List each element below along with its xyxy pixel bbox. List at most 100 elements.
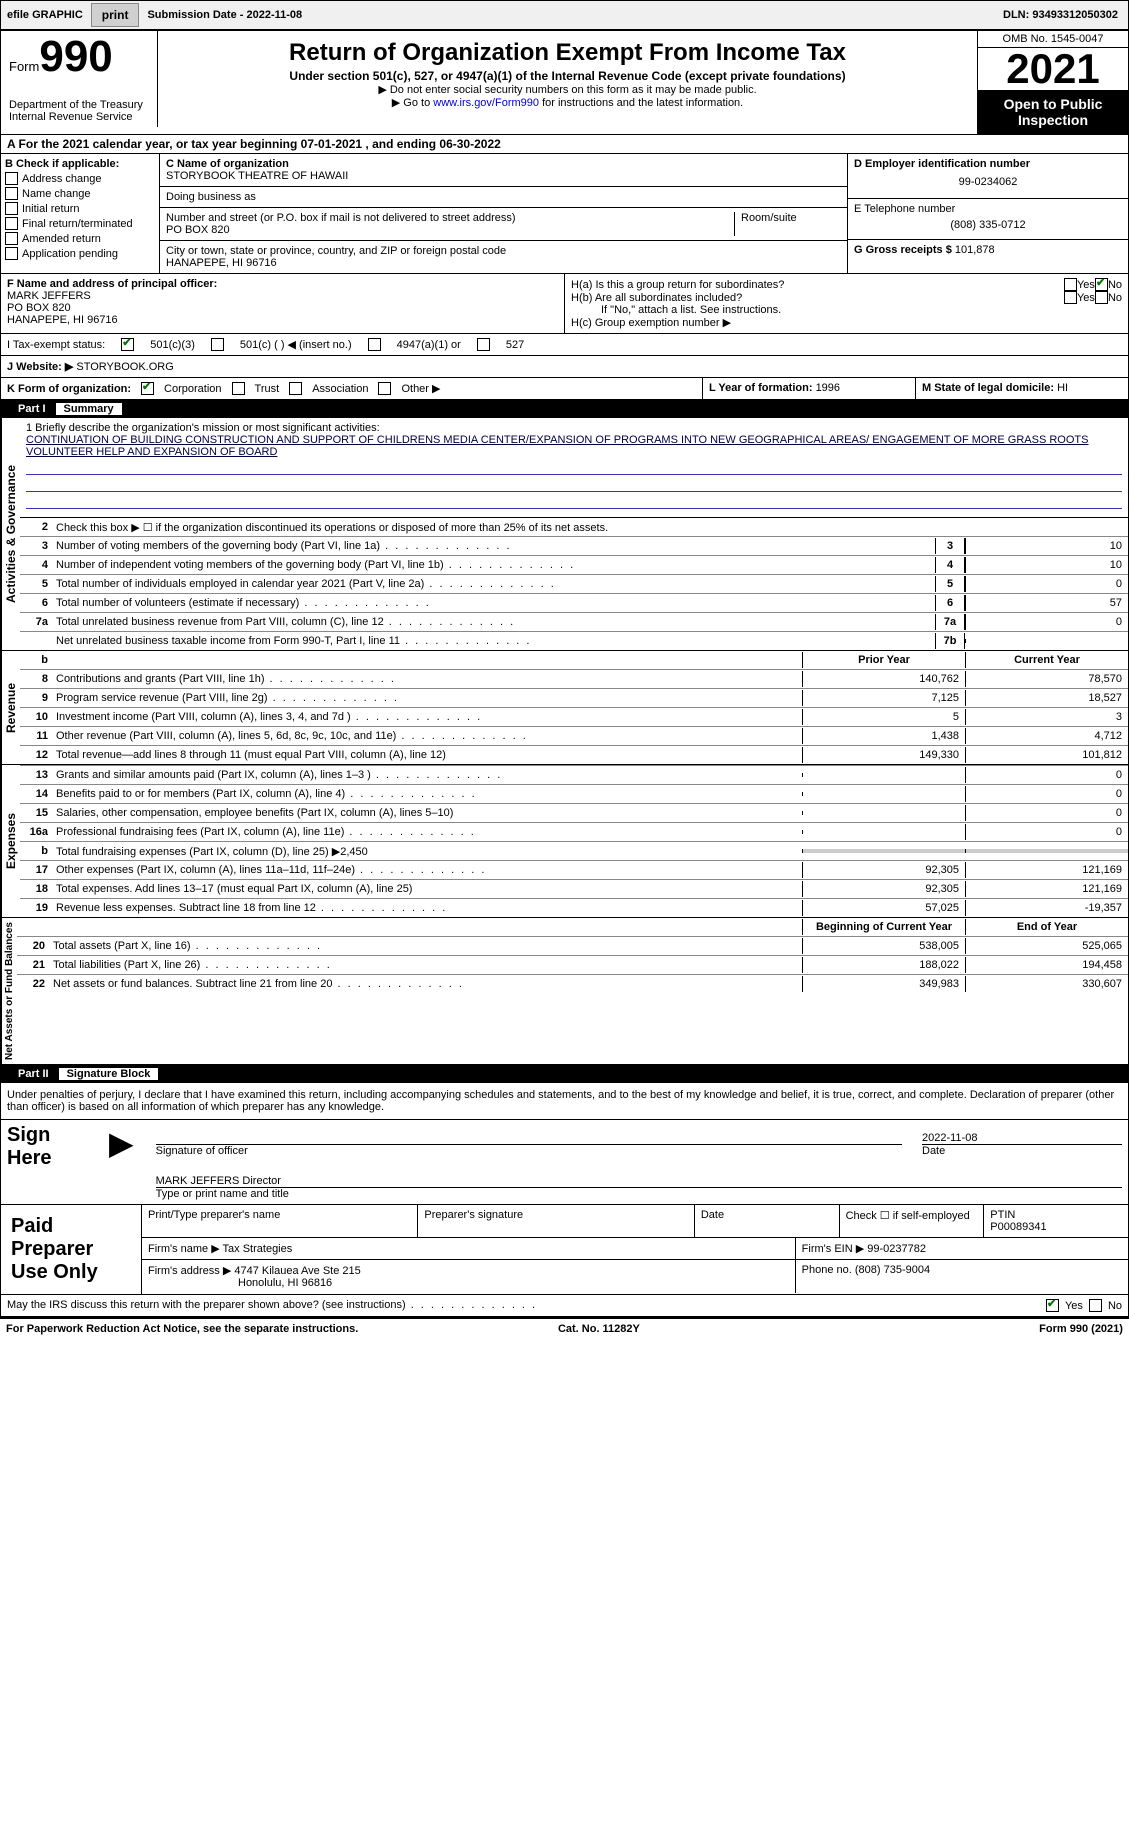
e15-t: Salaries, other compensation, employee b… — [52, 805, 802, 821]
r9-t: Program service revenue (Part VIII, line… — [52, 690, 802, 706]
sig-date-label: Date — [922, 1145, 1122, 1157]
e18-c: 121,169 — [965, 881, 1128, 897]
n22-p: 349,983 — [802, 976, 965, 992]
hc-label: H(c) Group exemption number ▶ — [571, 316, 1122, 329]
e17-t: Other expenses (Part IX, column (A), lin… — [52, 862, 802, 878]
cb-corp[interactable] — [141, 382, 154, 395]
l7b-box: 7b — [935, 633, 965, 649]
cb-final[interactable] — [5, 217, 18, 230]
l6-val: 57 — [965, 595, 1128, 611]
l4-text: Number of independent voting members of … — [52, 557, 935, 573]
print-button[interactable]: print — [91, 3, 140, 27]
sub3-post: for instructions and the latest informat… — [539, 97, 743, 109]
e16a-c: 0 — [965, 824, 1128, 840]
l6-box: 6 — [935, 595, 965, 611]
side-rev: Revenue — [1, 651, 20, 764]
paperwork-notice: For Paperwork Reduction Act Notice, see … — [6, 1323, 358, 1335]
ts-label: I Tax-exempt status: — [7, 339, 105, 351]
cb-501c[interactable] — [211, 338, 224, 351]
cb-name-change[interactable] — [5, 187, 18, 200]
l7a-text: Total unrelated business revenue from Pa… — [52, 614, 935, 630]
ts-501c: 501(c) ( ) ◀ (insert no.) — [240, 338, 352, 351]
cb-ha-yes[interactable] — [1064, 278, 1077, 291]
ty-pre: A For the 2021 calendar year, or tax yea… — [7, 137, 301, 151]
cb-address-change[interactable] — [5, 172, 18, 185]
ha-no: No — [1108, 279, 1122, 291]
sig-date: 2022-11-08 — [922, 1124, 1122, 1145]
cb-amended[interactable] — [5, 232, 18, 245]
n22-t: Net assets or fund balances. Subtract li… — [49, 976, 802, 992]
col-prior: Prior Year — [802, 652, 965, 668]
col-end: End of Year — [965, 919, 1128, 935]
cb-527[interactable] — [477, 338, 490, 351]
l5-text: Total number of individuals employed in … — [52, 576, 935, 592]
sub-date-val: 2022-11-08 — [247, 9, 303, 21]
cb-assoc[interactable] — [289, 382, 302, 395]
ts-527: 527 — [506, 339, 524, 351]
ein-value: 99-0234062 — [854, 170, 1122, 194]
col-current: Current Year — [965, 652, 1128, 668]
e15-c: 0 — [965, 805, 1128, 821]
street-label: Number and street (or P.O. box if mail i… — [166, 212, 734, 224]
cb-hb-yes[interactable] — [1064, 291, 1077, 304]
gross-label: G Gross receipts $ — [854, 244, 955, 256]
org-name: STORYBOOK THEATRE OF HAWAII — [166, 170, 841, 182]
e17-p: 92,305 — [802, 862, 965, 878]
side-exp: Expenses — [1, 765, 20, 917]
form990-link[interactable]: www.irs.gov/Form990 — [433, 97, 539, 109]
cb-4947[interactable] — [368, 338, 381, 351]
website-value: STORYBOOK.ORG — [76, 361, 173, 373]
form-header: Form990 Department of the Treasury Inter… — [0, 30, 1129, 135]
cb-discuss-no[interactable] — [1089, 1299, 1102, 1312]
cat-no: Cat. No. 11282Y — [558, 1323, 640, 1335]
l5-val: 0 — [965, 576, 1128, 592]
phone-value: (808) 335-0712 — [854, 215, 1122, 235]
l-value: 1996 — [816, 382, 840, 394]
submission-date-label: Submission Date - 2022-11-08 — [141, 9, 308, 21]
l7a-val: 0 — [965, 614, 1128, 630]
cb-hb-no[interactable] — [1095, 291, 1108, 304]
cb-initial[interactable] — [5, 202, 18, 215]
firm-ein-label: Firm's EIN ▶ — [802, 1243, 868, 1255]
e13-t: Grants and similar amounts paid (Part IX… — [52, 767, 802, 783]
cb-discuss-yes[interactable] — [1046, 1299, 1059, 1312]
lbl-final: Final return/terminated — [22, 218, 133, 230]
cb-501c3[interactable] — [121, 338, 134, 351]
discuss-no: No — [1108, 1300, 1122, 1312]
sign-here-label: Sign Here — [1, 1120, 93, 1204]
k-trust: Trust — [255, 383, 280, 395]
cb-app-pending[interactable] — [5, 247, 18, 260]
n20-p: 538,005 — [802, 938, 965, 954]
cb-trust[interactable] — [232, 382, 245, 395]
sign-here-row: Sign Here ▶ Signature of officer 2022-11… — [0, 1120, 1129, 1205]
q1-label: 1 Briefly describe the organization's mi… — [26, 422, 1122, 434]
dba-label: Doing business as — [166, 191, 841, 203]
side-ag: Activities & Governance — [1, 418, 20, 650]
l5-box: 5 — [935, 576, 965, 592]
city-label: City or town, state or province, country… — [166, 245, 841, 257]
blank3 — [26, 496, 1122, 509]
hb-yes: Yes — [1077, 292, 1095, 304]
hb-note: If "No," attach a list. See instructions… — [571, 304, 1122, 316]
cb-other[interactable] — [378, 382, 391, 395]
klm-row: K Form of organization: Corporation Trus… — [0, 378, 1129, 400]
e17-c: 121,169 — [965, 862, 1128, 878]
l-label: L Year of formation: — [709, 382, 816, 394]
form-footer-num: 990 — [1070, 1323, 1088, 1335]
k-assoc: Association — [312, 383, 368, 395]
r8-t: Contributions and grants (Part VIII, lin… — [52, 671, 802, 687]
fh-row: F Name and address of principal officer:… — [0, 274, 1129, 334]
firm-addr2: Honolulu, HI 96816 — [148, 1277, 789, 1289]
l7b-text: Net unrelated business taxable income fr… — [52, 633, 935, 649]
n21-t: Total liabilities (Part X, line 26) — [49, 957, 802, 973]
e16a-t: Professional fundraising fees (Part IX, … — [52, 824, 802, 840]
org-name-label: C Name of organization — [166, 158, 841, 170]
cb-ha-no[interactable] — [1095, 278, 1108, 291]
r12-t: Total revenue—add lines 8 through 11 (mu… — [52, 747, 802, 763]
declaration: Under penalties of perjury, I declare th… — [0, 1083, 1129, 1120]
officer-city: HANAPEPE, HI 96716 — [7, 314, 558, 326]
footer-row: For Paperwork Reduction Act Notice, see … — [0, 1317, 1129, 1339]
hb-no: No — [1108, 292, 1122, 304]
sig-officer-label: Signature of officer — [156, 1145, 902, 1157]
identity-grid: B Check if applicable: Address change Na… — [0, 154, 1129, 274]
